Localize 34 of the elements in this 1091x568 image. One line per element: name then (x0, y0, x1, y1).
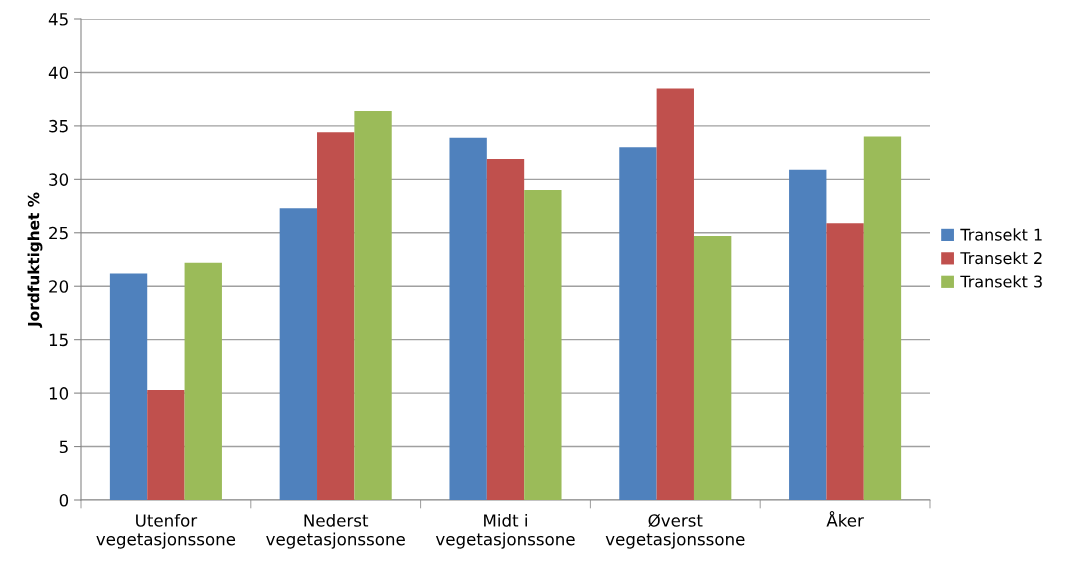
y-tick-label: 20 (49, 280, 69, 293)
y-tick-label: 40 (48, 66, 69, 80)
bar (656, 88, 694, 500)
bar (863, 136, 902, 500)
bar (279, 208, 318, 500)
y-tick-label: 0 (59, 493, 69, 507)
y-tick-label: 10 (49, 387, 69, 400)
y-tick-label: 35 (49, 119, 68, 133)
x-tick-label: Midt i vegetasjonssone (435, 513, 575, 549)
x-tick-label: Åker (826, 511, 864, 527)
x-tick-label: Utenfor vegetasjonssone (96, 513, 236, 549)
legend-label: Transekt 3 (960, 275, 1042, 288)
bar (147, 389, 185, 500)
y-tick-label: 5 (59, 440, 68, 454)
y-tick-label: 25 (49, 226, 68, 240)
legend-label: Transekt 1 (960, 228, 1042, 241)
bar (449, 137, 487, 500)
bar (619, 147, 657, 500)
y-axis-title: Jordfuktighet % (27, 192, 43, 328)
x-tick-label: Øverst vegetasjonssone (605, 513, 745, 549)
bar (693, 235, 732, 500)
y-tick-label: 30 (49, 173, 69, 186)
bar (486, 159, 525, 500)
y-tick-label: 45 (48, 13, 68, 26)
legend-label: Transekt 2 (960, 251, 1042, 265)
y-tick-label: 15 (49, 333, 68, 347)
bar (184, 262, 222, 500)
x-tick-label: Nederst vegetasjonssone (266, 513, 405, 549)
bar (826, 223, 864, 500)
bar (354, 110, 392, 500)
bar (789, 169, 827, 500)
bar (524, 190, 562, 500)
bar (109, 273, 148, 500)
bar (317, 132, 355, 500)
